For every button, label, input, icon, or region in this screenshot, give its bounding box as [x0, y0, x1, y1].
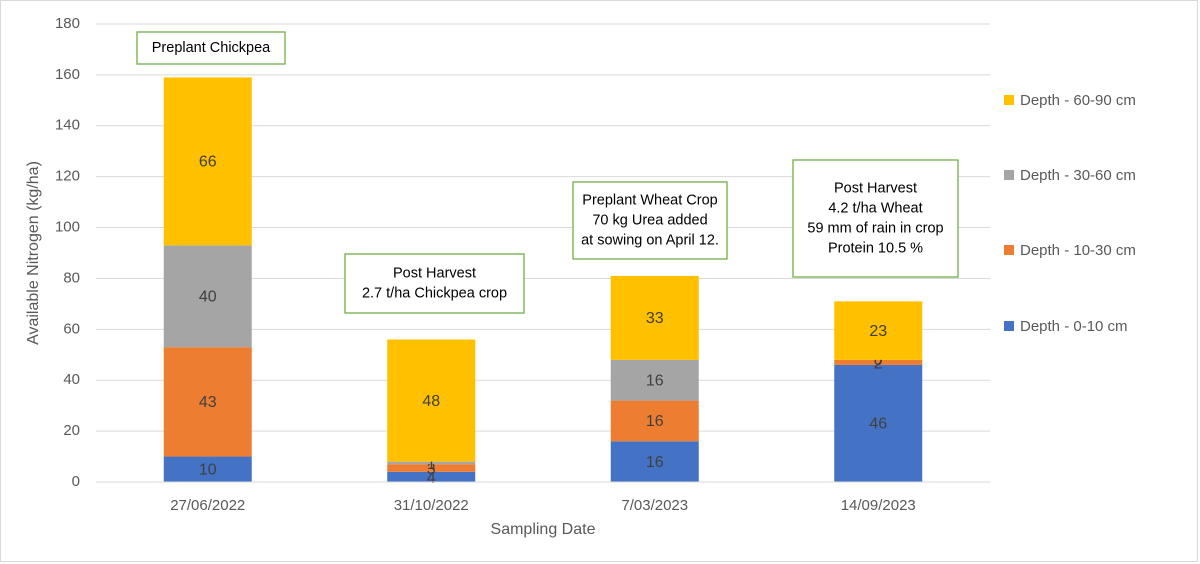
data-label: 2 [874, 356, 883, 373]
data-label: 48 [422, 393, 440, 410]
data-label: 66 [199, 154, 217, 171]
data-label: 16 [646, 413, 664, 430]
y-tick-label: 100 [55, 219, 80, 236]
legend-label: Depth - 30-60 cm [1020, 167, 1136, 184]
y-tick-label: 60 [63, 320, 80, 337]
y-tick-label: 160 [55, 66, 80, 83]
y-tick-label: 20 [63, 422, 80, 439]
bar-segment [610, 441, 699, 482]
x-tick-label: 7/03/2023 [621, 497, 688, 514]
bar-segment [163, 245, 252, 348]
legend-swatch [1004, 321, 1014, 331]
annotation-box [136, 31, 286, 65]
data-label: 3 [427, 461, 436, 478]
data-label: 23 [869, 323, 887, 340]
bar-segment [610, 275, 699, 360]
data-label: 1 [427, 456, 436, 473]
bar-segment [387, 461, 476, 465]
annotation-text: Post Harvest [393, 265, 476, 281]
annotation-text: Protein 10.5 % [828, 240, 923, 256]
y-tick-label: 0 [72, 473, 80, 490]
data-label: 0 [874, 352, 883, 369]
legend-label: Depth - 10-30 cm [1020, 242, 1136, 259]
y-tick-label: 80 [63, 269, 80, 286]
bar-segment [834, 301, 923, 360]
data-label: 10 [199, 461, 217, 478]
bar-segment [834, 359, 923, 365]
annotation-text: 2.7 t/ha Chickpea crop [362, 285, 507, 301]
bar-segment [163, 77, 252, 246]
annotation-text: 59 mm of rain in crop [807, 220, 943, 236]
x-tick-label: 27/06/2022 [170, 497, 245, 514]
bar-segment [387, 471, 476, 482]
x-tick-label: 31/10/2022 [394, 497, 469, 514]
bar-segment [387, 339, 476, 462]
annotation-text: Post Harvest [834, 180, 917, 196]
annotation-text: 70 kg Urea added [592, 212, 707, 228]
annotation-box [572, 181, 728, 260]
data-label: 40 [199, 288, 217, 305]
bar-segment [163, 347, 252, 457]
data-label: 16 [646, 372, 664, 389]
legend-label: Depth - 60-90 cm [1020, 92, 1136, 109]
legend-swatch [1004, 245, 1014, 255]
data-label: 4 [427, 470, 436, 487]
data-label: 46 [869, 416, 887, 433]
data-label: 33 [646, 310, 664, 327]
y-tick-label: 40 [63, 371, 80, 388]
bar-segment [163, 456, 252, 482]
bar-segment [834, 364, 923, 482]
data-label: 16 [646, 454, 664, 471]
bar-segment [610, 359, 699, 401]
x-axis-title: Sampling Date [491, 521, 596, 538]
data-label: 43 [199, 394, 217, 411]
annotation-box [344, 253, 525, 314]
y-tick-label: 140 [55, 117, 80, 134]
y-tick-label: 120 [55, 168, 80, 185]
annotation-text: 4.2 t/ha Wheat [828, 200, 922, 216]
legend-swatch [1004, 170, 1014, 180]
y-tick-label: 180 [55, 15, 80, 32]
legend-swatch [1004, 95, 1014, 105]
annotation-box [792, 159, 959, 278]
annotation-text: at sowing on April 12. [581, 232, 719, 248]
x-tick-label: 14/09/2023 [841, 497, 916, 514]
y-axis-title: Available Nitrogen (kg/ha) [25, 161, 42, 345]
annotation-text: Preplant Wheat Crop [582, 192, 717, 208]
bar-segment [387, 464, 476, 472]
legend-label: Depth - 0-10 cm [1020, 318, 1128, 335]
annotation-text: Preplant Chickpea [152, 40, 271, 56]
bar-segment [610, 400, 699, 442]
